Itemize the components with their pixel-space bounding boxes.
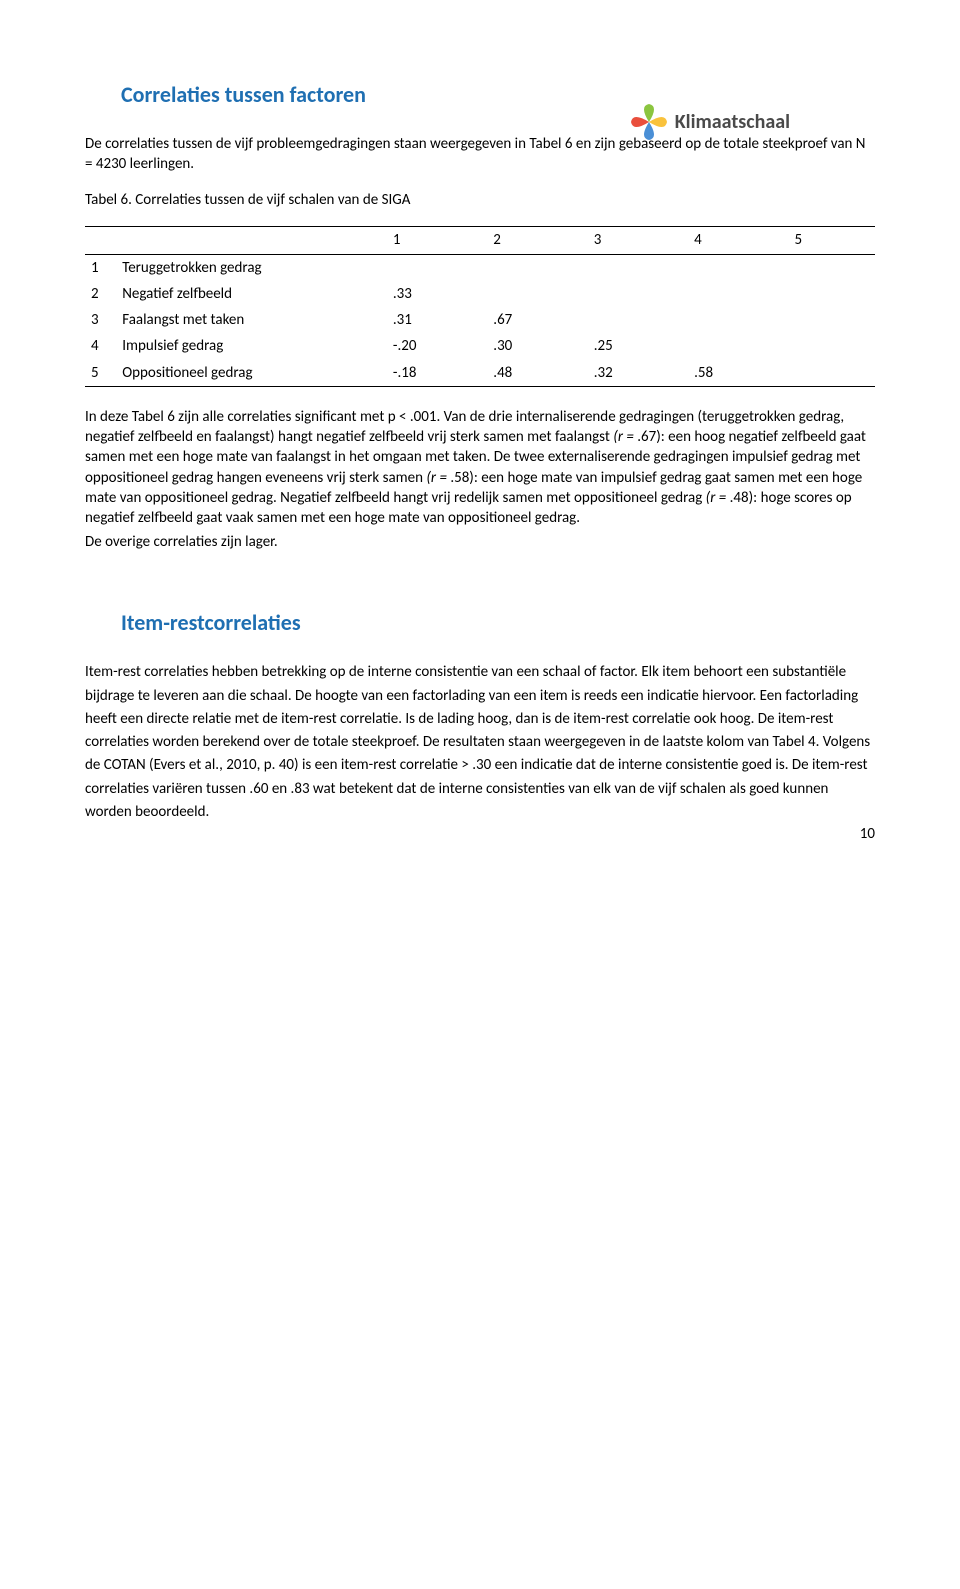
- table-row: 5 Oppositioneel gedrag -.18 .48 .32 .58: [85, 360, 875, 387]
- col-header: 5: [775, 227, 875, 254]
- correlation-table: 1 2 3 4 5 1 Teruggetrokken gedrag 2 Nega…: [85, 226, 875, 387]
- page-number: 10: [860, 824, 875, 844]
- col-header: 4: [674, 227, 774, 254]
- brand-logo: Klimaatschaal: [629, 102, 790, 142]
- table-caption: Tabel 6. Correlaties tussen de vijf scha…: [85, 190, 875, 210]
- col-header: 1: [373, 227, 473, 254]
- section2-para: Item-rest correlaties hebben betrekking …: [85, 661, 875, 824]
- section1-para3: De overige correlaties zijn lager.: [85, 532, 875, 552]
- table-row: 1 Teruggetrokken gedrag: [85, 254, 875, 281]
- section2-heading: Item-restcorrelaties: [85, 608, 875, 638]
- logo-icon: [629, 102, 669, 142]
- table-row: 2 Negatief zelfbeeld .33: [85, 281, 875, 307]
- table-header-row: 1 2 3 4 5: [85, 227, 875, 254]
- logo-text: Klimaatschaal: [675, 109, 790, 136]
- section1-para2: In deze Tabel 6 zijn alle correlaties si…: [85, 407, 875, 529]
- col-header: 3: [574, 227, 674, 254]
- table-row: 3 Faalangst met taken .31 .67: [85, 307, 875, 333]
- col-header: 2: [473, 227, 573, 254]
- table-row: 4 Impulsief gedrag -.20 .30 .25: [85, 333, 875, 359]
